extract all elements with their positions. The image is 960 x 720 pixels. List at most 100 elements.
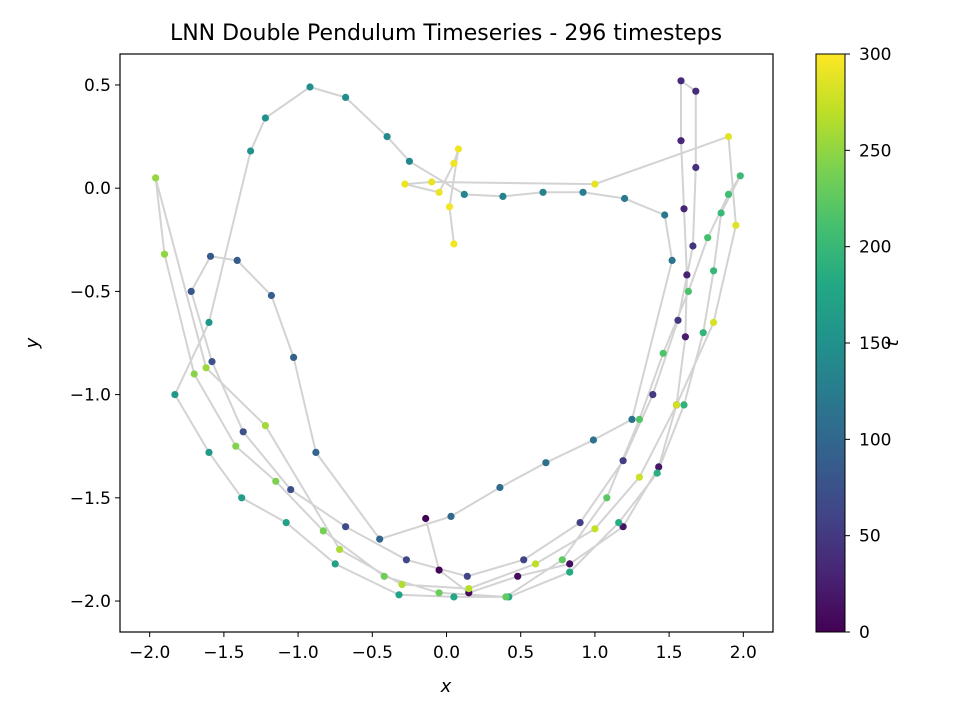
data-point [683, 271, 691, 279]
data-point [699, 329, 707, 337]
x-tick-label: −2.0 [129, 643, 170, 663]
data-point [681, 333, 690, 341]
data-point [454, 145, 462, 153]
data-point [635, 473, 644, 481]
colorbar-label: t [882, 339, 903, 347]
data-point [331, 560, 339, 568]
y-tick-label: −0.5 [70, 282, 111, 302]
data-point [152, 174, 160, 182]
data-point [428, 178, 436, 186]
data-point [724, 133, 733, 141]
data-point [205, 318, 213, 326]
data-point [160, 250, 169, 258]
x-tick-label: 0.0 [433, 643, 460, 663]
data-point [653, 469, 661, 477]
y-tick-label: −2.0 [70, 592, 111, 612]
data-point [465, 585, 473, 593]
data-point [460, 190, 468, 198]
plot-frame [119, 53, 774, 633]
data-point [261, 114, 269, 122]
colorbar-tick-label: 150 [859, 334, 891, 354]
data-point [208, 358, 216, 366]
data-point [238, 494, 246, 502]
data-point [463, 572, 471, 580]
data-point [450, 240, 458, 248]
x-axis-label: x [440, 676, 452, 697]
data-point [649, 391, 657, 399]
data-point [672, 401, 681, 409]
data-point [717, 209, 725, 217]
data-point [435, 566, 443, 574]
data-point [171, 391, 179, 399]
data-point [674, 316, 682, 324]
data-point [628, 415, 636, 423]
data-point [677, 77, 685, 85]
data-point [689, 242, 697, 250]
data-point [621, 194, 629, 203]
data-point [450, 593, 458, 601]
data-point [202, 364, 210, 372]
data-point [336, 545, 344, 554]
data-point [589, 436, 598, 444]
data-point [272, 477, 280, 485]
data-point [558, 556, 566, 564]
data-point [190, 370, 198, 378]
data-point [376, 535, 384, 543]
data-point [422, 514, 430, 523]
data-point [499, 192, 507, 200]
colorbar-tick-label: 50 [859, 527, 881, 547]
data-point [684, 287, 693, 295]
y-tick-label: −1.5 [70, 489, 111, 509]
colorbar-tick-label: 0 [859, 623, 870, 643]
y-axis: 0.5 0.0 −0.5 −1.0 −1.5 −2.0 [70, 76, 120, 612]
data-point [710, 318, 718, 326]
data-point [450, 159, 458, 167]
data-point [287, 486, 295, 494]
data-point [435, 589, 443, 597]
data-point [603, 494, 611, 502]
data-point [635, 415, 644, 423]
data-point [267, 291, 275, 300]
data-point [591, 525, 599, 533]
data-point [380, 572, 388, 580]
data-point [232, 442, 240, 450]
data-point [306, 83, 314, 91]
data-point [520, 556, 528, 564]
data-point [247, 147, 255, 155]
chart-title: LNN Double Pendulum Timeseries - 296 tim… [170, 21, 722, 46]
data-point [579, 188, 587, 196]
data-point [724, 190, 733, 198]
data-point [206, 252, 215, 260]
data-point [342, 93, 350, 101]
colorbar [815, 53, 846, 633]
colorbar-tick-label: 200 [859, 238, 891, 258]
data-point [542, 459, 550, 467]
y-tick-label: −1.0 [70, 386, 111, 406]
y-tick-label: 0.0 [84, 179, 111, 199]
data-point [539, 188, 547, 196]
data-point [312, 448, 320, 456]
data-point [566, 560, 574, 568]
data-point [502, 593, 510, 601]
data-point [239, 428, 247, 436]
data-point [398, 580, 406, 589]
x-tick-label: 2.0 [730, 643, 757, 663]
data-point [401, 180, 409, 188]
data-point [233, 256, 241, 264]
data-point [692, 163, 700, 172]
data-point [205, 448, 213, 456]
data-point [496, 483, 504, 492]
data-point [395, 591, 403, 599]
data-point [591, 180, 599, 188]
data-point [514, 572, 522, 580]
x-tick-label: −1.0 [277, 643, 318, 663]
data-point [680, 401, 688, 409]
data-point [704, 234, 712, 242]
x-tick-label: 0.5 [507, 643, 534, 663]
data-point [736, 172, 744, 180]
colorbar-tick-label: 250 [859, 141, 891, 161]
data-point [680, 205, 688, 213]
data-point [282, 519, 290, 527]
data-point [619, 457, 627, 465]
data-point [677, 137, 685, 145]
